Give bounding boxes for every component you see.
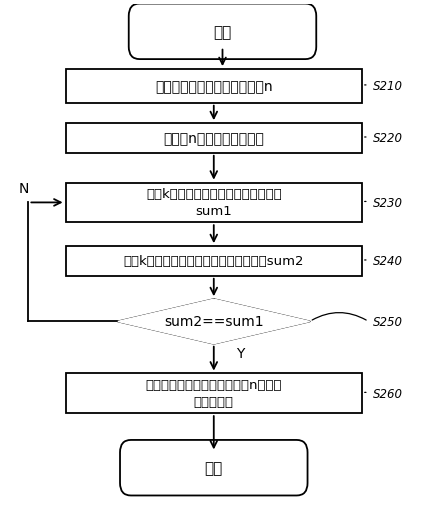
Text: S210: S210 bbox=[373, 80, 403, 93]
FancyBboxPatch shape bbox=[65, 246, 362, 276]
Text: 开始: 开始 bbox=[213, 25, 232, 40]
Text: S250: S250 bbox=[373, 315, 403, 328]
FancyBboxPatch shape bbox=[65, 124, 362, 154]
Text: sum2==sum1: sum2==sum1 bbox=[164, 315, 263, 329]
FancyBboxPatch shape bbox=[65, 70, 362, 104]
Text: S240: S240 bbox=[373, 255, 403, 268]
Text: N: N bbox=[19, 181, 29, 195]
FancyBboxPatch shape bbox=[129, 5, 316, 60]
FancyBboxPatch shape bbox=[120, 440, 307, 495]
Text: 计算k组数据与中心点的距离平方之和
sum1: 计算k组数据与中心点的距离平方之和 sum1 bbox=[146, 188, 282, 218]
FancyBboxPatch shape bbox=[65, 183, 362, 223]
Text: 结束: 结束 bbox=[205, 460, 223, 475]
Text: S220: S220 bbox=[373, 132, 403, 145]
FancyBboxPatch shape bbox=[65, 374, 362, 413]
Text: 初始化样本数据，确定聚类数n: 初始化样本数据，确定聚类数n bbox=[155, 80, 273, 94]
Text: 计算k组数据与新中心点的距离平方之和sum2: 计算k组数据与新中心点的距离平方之和sum2 bbox=[124, 255, 304, 268]
Text: S260: S260 bbox=[373, 387, 403, 400]
Polygon shape bbox=[118, 299, 310, 344]
Text: Y: Y bbox=[236, 346, 244, 361]
Text: 初始化n个聚类的中心坐标: 初始化n个聚类的中心坐标 bbox=[163, 132, 264, 145]
Text: 前聚类已经是最优，保存当前n个聚类
的中心坐标: 前聚类已经是最优，保存当前n个聚类 的中心坐标 bbox=[146, 379, 282, 409]
Text: S230: S230 bbox=[373, 196, 403, 210]
